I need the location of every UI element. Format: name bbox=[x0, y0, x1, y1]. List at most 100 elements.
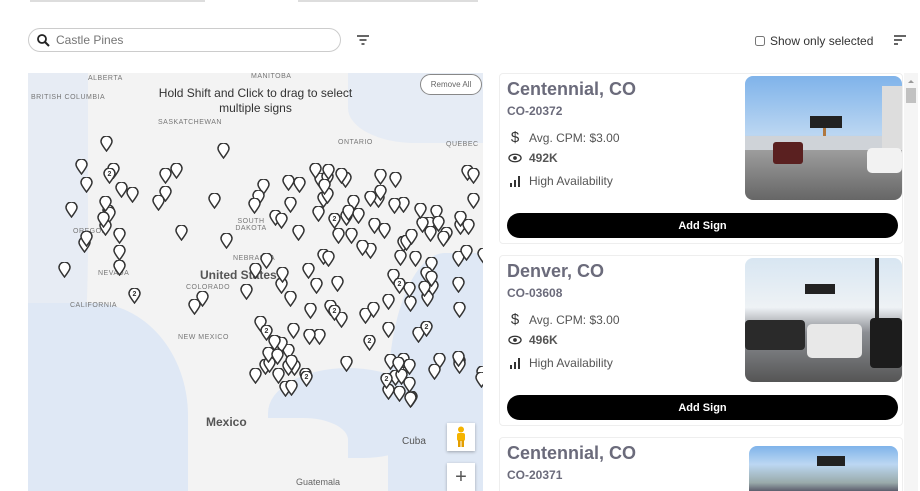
sign-marker[interactable] bbox=[409, 250, 423, 268]
sign-marker[interactable] bbox=[467, 167, 480, 185]
remove-all-button[interactable]: Remove All bbox=[420, 74, 482, 95]
sign-card[interactable]: Centennial, CO CO-20371 bbox=[499, 437, 903, 491]
sign-marker[interactable] bbox=[318, 178, 331, 196]
cluster-marker[interactable]: 2 bbox=[103, 167, 116, 185]
sign-marker[interactable] bbox=[304, 302, 317, 320]
sign-marker[interactable] bbox=[427, 363, 441, 381]
sign-marker[interactable] bbox=[432, 215, 446, 233]
sign-marker[interactable] bbox=[403, 376, 416, 394]
sign-marker[interactable] bbox=[302, 327, 316, 345]
sign-marker[interactable] bbox=[382, 321, 396, 338]
sign-marker[interactable] bbox=[285, 379, 299, 397]
sign-marker[interactable] bbox=[80, 175, 94, 193]
sign-marker[interactable] bbox=[80, 229, 94, 247]
sign-marker[interactable] bbox=[405, 228, 418, 246]
sign-marker[interactable] bbox=[393, 385, 407, 402]
sign-marker[interactable] bbox=[433, 352, 446, 370]
cluster-marker[interactable]: 2 bbox=[363, 334, 376, 352]
sign-marker[interactable] bbox=[293, 176, 306, 194]
cluster-marker[interactable]: 2 bbox=[328, 212, 341, 230]
sign-marker[interactable] bbox=[335, 167, 349, 185]
sign-marker[interactable] bbox=[301, 262, 315, 280]
sign-marker[interactable] bbox=[424, 270, 438, 288]
sign-marker[interactable] bbox=[335, 311, 349, 329]
sign-marker[interactable] bbox=[387, 196, 401, 214]
sign-marker[interactable] bbox=[395, 368, 409, 386]
sign-marker[interactable] bbox=[240, 283, 254, 301]
sign-marker[interactable] bbox=[208, 192, 222, 210]
sign-marker[interactable] bbox=[393, 249, 407, 267]
show-only-selected[interactable]: Show only selected bbox=[755, 34, 873, 48]
sign-marker[interactable] bbox=[477, 247, 483, 264]
sign-marker[interactable] bbox=[311, 204, 325, 222]
sign-marker[interactable] bbox=[437, 230, 450, 248]
sign-marker[interactable] bbox=[281, 174, 295, 192]
sign-marker[interactable] bbox=[187, 298, 201, 316]
search-input[interactable] bbox=[56, 33, 316, 47]
sign-marker[interactable] bbox=[276, 265, 289, 283]
sign-marker[interactable] bbox=[271, 367, 285, 385]
sign-marker[interactable] bbox=[112, 259, 126, 277]
sign-marker[interactable] bbox=[152, 194, 165, 212]
sign-marker[interactable] bbox=[282, 343, 296, 361]
sign-marker[interactable] bbox=[268, 334, 281, 352]
sign-marker[interactable] bbox=[292, 224, 305, 242]
sign-marker[interactable] bbox=[58, 260, 71, 278]
sign-marker[interactable] bbox=[424, 225, 437, 243]
cluster-marker[interactable]: 2 bbox=[420, 320, 433, 338]
sign-marker[interactable] bbox=[417, 279, 431, 297]
sign-marker[interactable] bbox=[412, 326, 425, 344]
sign-marker[interactable] bbox=[270, 348, 284, 366]
street-view-button[interactable] bbox=[447, 423, 475, 451]
sign-marker[interactable] bbox=[170, 162, 183, 180]
cluster-marker[interactable]: 2 bbox=[328, 304, 341, 322]
sign-marker[interactable] bbox=[414, 202, 427, 220]
scroll-up-arrow[interactable] bbox=[908, 77, 914, 83]
sign-marker[interactable] bbox=[347, 194, 360, 212]
sign-marker[interactable] bbox=[249, 262, 263, 280]
sign-marker[interactable] bbox=[381, 293, 395, 311]
sign-marker[interactable] bbox=[367, 301, 381, 319]
sign-marker[interactable] bbox=[248, 367, 262, 385]
sign-marker[interactable] bbox=[256, 178, 270, 196]
sign-marker[interactable] bbox=[404, 391, 417, 409]
sign-marker[interactable] bbox=[452, 350, 466, 368]
sign-marker[interactable] bbox=[404, 295, 417, 313]
sign-marker[interactable] bbox=[403, 280, 416, 298]
sign-marker[interactable] bbox=[416, 216, 429, 234]
show-only-selected-checkbox[interactable] bbox=[755, 36, 765, 46]
top-tab-2[interactable] bbox=[298, 0, 478, 2]
sign-marker[interactable] bbox=[322, 250, 335, 268]
sign-marker[interactable] bbox=[340, 355, 354, 373]
sign-marker[interactable] bbox=[363, 190, 377, 208]
sign-marker[interactable] bbox=[175, 223, 189, 241]
sign-marker[interactable] bbox=[287, 322, 300, 340]
sign-marker[interactable] bbox=[274, 212, 288, 230]
sign-marker[interactable] bbox=[452, 249, 465, 267]
search-box[interactable] bbox=[28, 28, 341, 52]
sign-marker[interactable] bbox=[475, 371, 483, 389]
cluster-marker[interactable]: 2 bbox=[300, 370, 313, 388]
add-sign-button[interactable]: Add Sign bbox=[507, 213, 898, 238]
sign-marker[interactable] bbox=[332, 227, 346, 245]
top-tab-1[interactable] bbox=[30, 0, 205, 2]
sign-marker[interactable] bbox=[115, 181, 128, 199]
cluster-marker[interactable]: 2 bbox=[380, 372, 393, 390]
sign-marker[interactable] bbox=[248, 197, 261, 215]
sign-marker[interactable] bbox=[378, 222, 391, 240]
sign-marker[interactable] bbox=[99, 195, 112, 213]
sign-marker[interactable] bbox=[321, 162, 335, 180]
sign-marker[interactable] bbox=[389, 170, 403, 188]
sign-marker[interactable] bbox=[126, 185, 140, 203]
sign-marker[interactable] bbox=[96, 211, 110, 229]
sign-marker[interactable] bbox=[100, 135, 113, 153]
sign-marker[interactable] bbox=[430, 204, 443, 222]
sign-marker[interactable] bbox=[452, 276, 465, 294]
sort-icon[interactable] bbox=[893, 34, 907, 46]
sign-marker[interactable] bbox=[345, 227, 359, 244]
sign-marker[interactable] bbox=[285, 354, 299, 372]
cluster-marker[interactable]: 2 bbox=[260, 324, 273, 342]
sign-marker[interactable] bbox=[467, 191, 480, 209]
sign-marker[interactable] bbox=[309, 277, 323, 295]
cluster-marker[interactable]: 2 bbox=[393, 277, 406, 295]
